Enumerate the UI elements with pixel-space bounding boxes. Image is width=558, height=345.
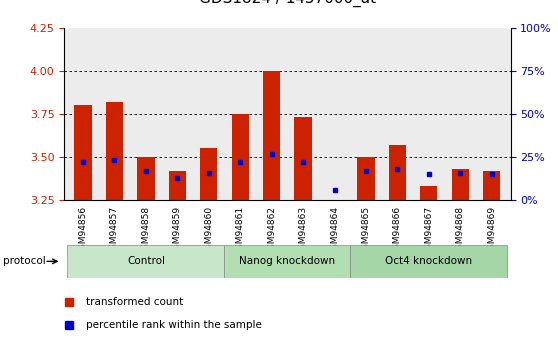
Text: protocol: protocol xyxy=(3,256,46,266)
Bar xyxy=(357,157,374,200)
Bar xyxy=(483,171,501,200)
Bar xyxy=(350,245,507,278)
Bar xyxy=(106,102,123,200)
Bar xyxy=(389,145,406,200)
Text: Oct4 knockdown: Oct4 knockdown xyxy=(385,256,473,266)
Text: percentile rank within the sample: percentile rank within the sample xyxy=(86,320,262,330)
Bar xyxy=(420,186,437,200)
Bar xyxy=(74,105,92,200)
Bar xyxy=(68,245,224,278)
Bar xyxy=(232,114,249,200)
Bar xyxy=(295,117,312,200)
Text: transformed count: transformed count xyxy=(86,297,184,307)
Bar xyxy=(224,245,350,278)
Bar xyxy=(200,148,218,200)
Text: GDS1824 / 1457000_at: GDS1824 / 1457000_at xyxy=(199,0,376,7)
Bar xyxy=(169,171,186,200)
Bar xyxy=(451,169,469,200)
Bar xyxy=(263,71,280,200)
Text: Nanog knockdown: Nanog knockdown xyxy=(239,256,335,266)
Bar xyxy=(137,157,155,200)
Text: Control: Control xyxy=(127,256,165,266)
